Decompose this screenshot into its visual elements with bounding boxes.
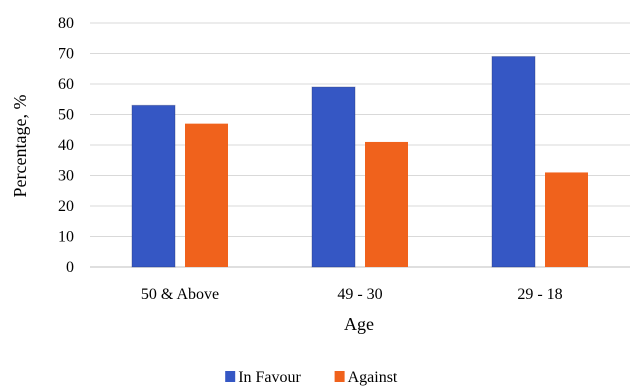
- legend-label: In Favour: [238, 369, 301, 386]
- gridlines: [90, 22, 630, 268]
- x-axis-title: Age: [344, 314, 374, 334]
- bar-in-favour: [131, 104, 176, 268]
- y-tick-labels: 0 10 20 30 40 50 60 70 80: [58, 15, 74, 276]
- x-tick-label: 49 - 30: [337, 286, 382, 303]
- bar-in-favour: [491, 56, 536, 268]
- bars: [131, 56, 588, 268]
- y-tick-label: 60: [58, 76, 74, 93]
- legend-label: Against: [348, 369, 398, 386]
- x-tick-label: 50 & Above: [141, 286, 219, 303]
- legend-swatch: [334, 371, 345, 382]
- y-tick-label: 20: [58, 198, 74, 215]
- y-tick-label: 40: [58, 137, 74, 154]
- y-tick-label: 50: [58, 107, 74, 124]
- y-tick-label: 80: [58, 15, 74, 32]
- y-tick-label: 10: [58, 229, 74, 246]
- legend: In Favour Against: [225, 369, 398, 386]
- bar-against: [365, 141, 408, 267]
- x-tick-labels: 50 & Above 49 - 30 29 - 18: [141, 286, 563, 303]
- y-tick-label: 70: [58, 46, 74, 63]
- bar-against: [545, 172, 588, 267]
- y-tick-label: 0: [66, 259, 74, 276]
- legend-swatch: [225, 371, 236, 382]
- x-tick-label: 29 - 18: [517, 286, 562, 303]
- bar-in-favour: [311, 86, 356, 268]
- y-axis-title: Percentage, %: [10, 95, 30, 198]
- y-tick-label: 30: [58, 168, 74, 185]
- bar-against: [185, 123, 228, 268]
